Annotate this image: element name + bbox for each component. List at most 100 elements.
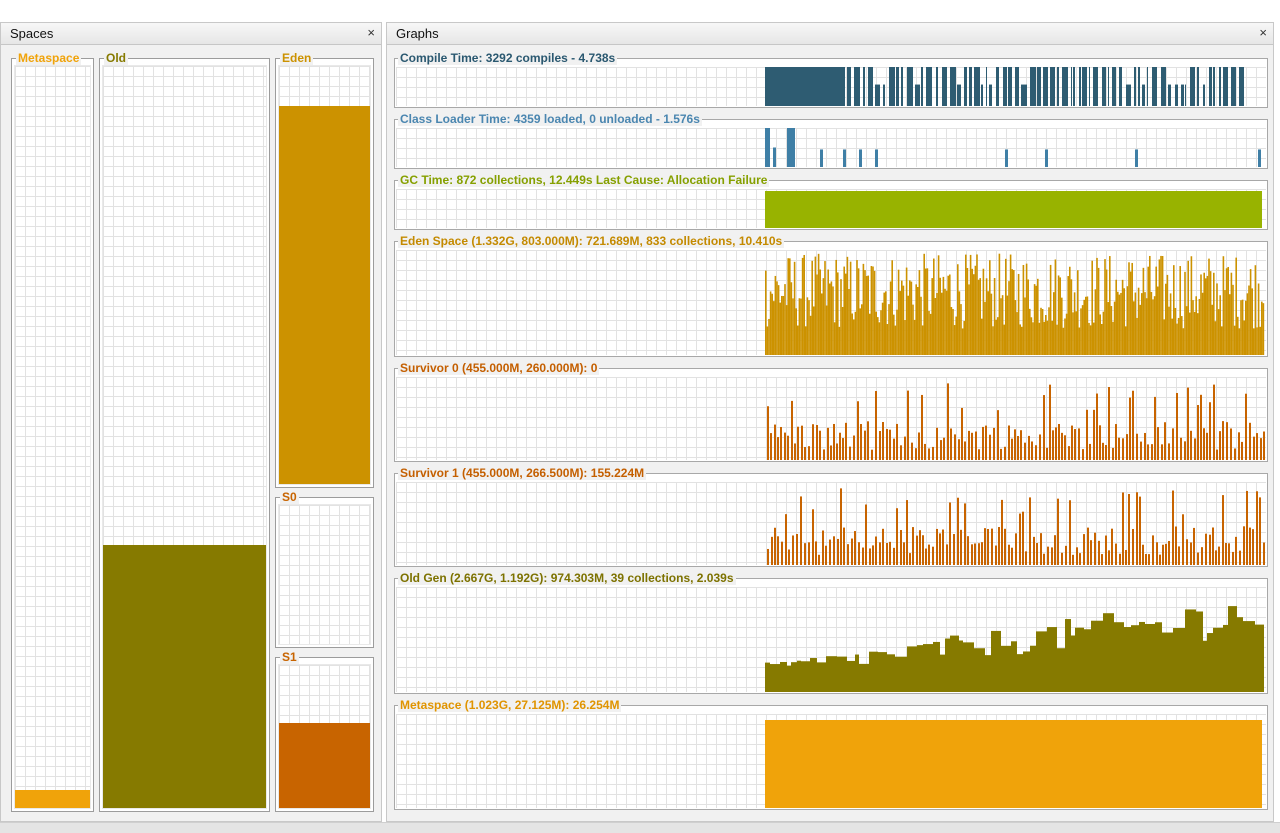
old-waveform-bar: [1036, 631, 1047, 692]
close-icon[interactable]: ×: [367, 25, 375, 40]
eden-waveform-bar: [965, 254, 967, 355]
eden-waveform-bar: [814, 256, 817, 355]
s0-waveform-bar: [1253, 436, 1255, 460]
eden-waveform-bar: [1235, 257, 1237, 355]
eden-waveform-bar: [1168, 306, 1170, 355]
s1-waveform-bar: [936, 528, 938, 565]
old-waveform-bar: [1228, 606, 1237, 692]
old-waveform-bar: [780, 661, 787, 692]
survivor-0-label: Survivor 0 (455.000M, 260.000M): 0: [398, 361, 600, 375]
s1-waveform-bar: [771, 536, 773, 565]
s0-waveform-bar: [1230, 428, 1232, 460]
eden-waveform-bar: [936, 293, 938, 355]
compile-waveform-bar: [1147, 67, 1148, 106]
s0-waveform-bar: [1256, 433, 1258, 460]
class-loader-time-graph: Class Loader Time: 4359 loaded, 0 unload…: [394, 112, 1268, 169]
eden-waveform-bar: [1099, 314, 1101, 355]
gc-time-graph: GC Time: 872 collections, 12.449s Last C…: [394, 173, 1268, 230]
s0-waveform-bar: [1118, 437, 1120, 460]
old-waveform-bar: [1255, 624, 1264, 692]
eden-waveform-bar: [912, 304, 914, 355]
eden-waveform-bar: [824, 261, 826, 355]
eden-waveform-bar: [1048, 307, 1050, 355]
old-waveform-bar: [869, 651, 878, 692]
compile-waveform-bar: [1231, 67, 1236, 106]
class-loader-time-label: Class Loader Time: 4359 loaded, 0 unload…: [398, 112, 702, 126]
old-waveform-bar: [1213, 627, 1223, 692]
eden-waveform-bar: [793, 261, 796, 355]
s1-waveform-bar: [1252, 529, 1254, 565]
eden-waveform-bar: [848, 289, 850, 355]
eden-waveform-bar: [1070, 279, 1073, 355]
s0-waveform-bar: [784, 432, 786, 460]
old-waveform-bar: [859, 663, 869, 692]
eden-waveform-bar: [843, 266, 845, 355]
s1-waveform-bar: [1222, 495, 1224, 565]
old-waveform-bar: [1091, 620, 1103, 692]
old-waveform-bar: [991, 630, 1001, 692]
s0-waveform-bar: [1112, 447, 1114, 460]
eden-waveform-bar: [1136, 317, 1138, 355]
old-waveform-bar: [797, 660, 801, 692]
s1-waveform-bar: [1025, 551, 1027, 565]
eden-waveform-bar: [1021, 326, 1023, 355]
s1-waveform-bar: [1205, 533, 1207, 565]
old-waveform-bar: [878, 652, 887, 692]
eden-waveform-bar: [974, 265, 977, 355]
s1-waveform-bar: [942, 529, 944, 565]
old-waveform-bar: [1017, 654, 1023, 692]
eden-waveform-bar: [891, 260, 893, 355]
s0-waveform-bar: [857, 401, 859, 460]
old-waveform-bar: [1207, 633, 1213, 692]
old-waveform-bar: [1145, 623, 1155, 692]
eden-waveform-bar: [833, 322, 836, 355]
eden-waveform-bar: [1022, 264, 1025, 355]
old-waveform-bar: [1185, 609, 1196, 692]
eden-waveform-bar: [1182, 328, 1185, 355]
eden-waveform-bar: [981, 318, 983, 355]
s1-waveform-bar: [785, 514, 787, 565]
old-waveform-bar: [1155, 622, 1162, 692]
eden-waveform-bar: [1085, 296, 1087, 355]
compile-waveform-bar: [896, 67, 899, 106]
spaces-panel: Spaces × Metaspace Old Eden S0 S1: [0, 22, 382, 822]
classloader-waveform-bar: [875, 149, 878, 167]
eden-waveform-bar: [1121, 279, 1124, 355]
s1-waveform-bar: [964, 503, 966, 565]
eden-waveform-bar: [1195, 296, 1197, 355]
eden-waveform-bar: [1009, 254, 1012, 355]
old-space-box: Old: [99, 51, 270, 812]
eden-waveform-bar: [773, 301, 775, 355]
eden-waveform-bar: [872, 266, 874, 355]
eden-waveform-bar: [902, 285, 905, 355]
eden-waveform-bar: [1254, 265, 1257, 355]
eden-waveform-bar: [968, 284, 970, 355]
s1-waveform-bar: [1079, 553, 1081, 565]
s0-waveform-bar: [1147, 444, 1149, 460]
spaces-panel-title: Spaces: [10, 26, 54, 41]
eden-waveform-bar: [1014, 300, 1017, 355]
compile-waveform-bar: [1102, 67, 1106, 106]
compile-waveform-bar: [1082, 67, 1087, 106]
eden-waveform-bar: [886, 324, 889, 355]
s0-waveform-bar: [827, 427, 829, 460]
s1-waveform-bar: [1215, 550, 1217, 565]
compile-waveform-bar: [1168, 84, 1171, 106]
graph-grid: [396, 250, 1266, 355]
classloader-waveform: [765, 128, 1261, 167]
s0-waveform-bar: [1046, 447, 1048, 460]
close-icon[interactable]: ×: [1259, 25, 1267, 40]
old-waveform-bar: [801, 661, 810, 692]
eden-waveform-bar: [1185, 306, 1188, 355]
s0-waveform-bar: [1245, 393, 1247, 460]
eden-waveform-bar: [1257, 283, 1260, 355]
eden-waveform-bar: [1229, 294, 1231, 355]
eden-waveform-bar: [1125, 326, 1127, 355]
compile-waveform-bar: [854, 67, 860, 106]
eden-waveform-bar: [1019, 324, 1021, 355]
compile-waveform-bar: [1057, 67, 1059, 106]
eden-waveform-bar: [781, 295, 783, 355]
s0-waveform-bar: [1035, 445, 1037, 460]
s1-waveform-bar: [1008, 544, 1010, 565]
s1-waveform-bar: [812, 509, 814, 565]
